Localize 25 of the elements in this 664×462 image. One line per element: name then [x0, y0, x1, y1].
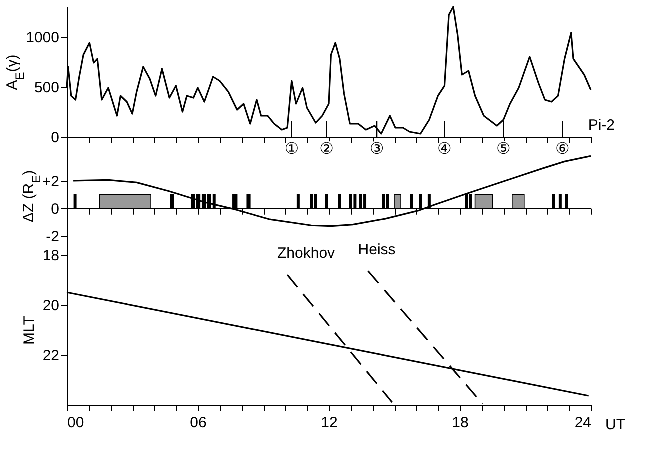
- series-label: Heiss: [358, 241, 396, 258]
- y-tick-label: -2: [46, 228, 60, 246]
- y-tick-label: 22: [42, 348, 60, 364]
- x-tick-label: 24: [574, 414, 592, 432]
- ref-line-label: ②: [320, 139, 334, 158]
- x-tick-label: 06: [190, 414, 207, 432]
- y-tick-label: 1000: [26, 30, 60, 46]
- annotation: Pi-2: [588, 117, 615, 134]
- ref-line-label: ①: [284, 139, 300, 158]
- series-label: Zhokhov: [278, 245, 336, 262]
- y-tick-label: 20: [42, 298, 60, 314]
- ref-line-label: ⑥: [555, 139, 570, 158]
- y-tick-label: 18: [42, 248, 60, 264]
- x-axis-title: UT: [606, 416, 626, 434]
- x-tick-label: 18: [452, 414, 469, 432]
- ref-line-label: ③: [370, 139, 384, 158]
- ref-line-label: ④: [438, 139, 452, 158]
- x-tick-label: 00: [68, 414, 84, 432]
- ref-line-label: ⑤: [496, 139, 511, 158]
- y-axis-title: MLT: [20, 316, 38, 345]
- y-tick-label: 0: [51, 200, 60, 218]
- y-tick-label: +2: [42, 173, 60, 190]
- y-tick-label: 500: [34, 80, 60, 96]
- y-tick-label: 0: [51, 130, 60, 146]
- x-tick-label: 12: [321, 414, 338, 432]
